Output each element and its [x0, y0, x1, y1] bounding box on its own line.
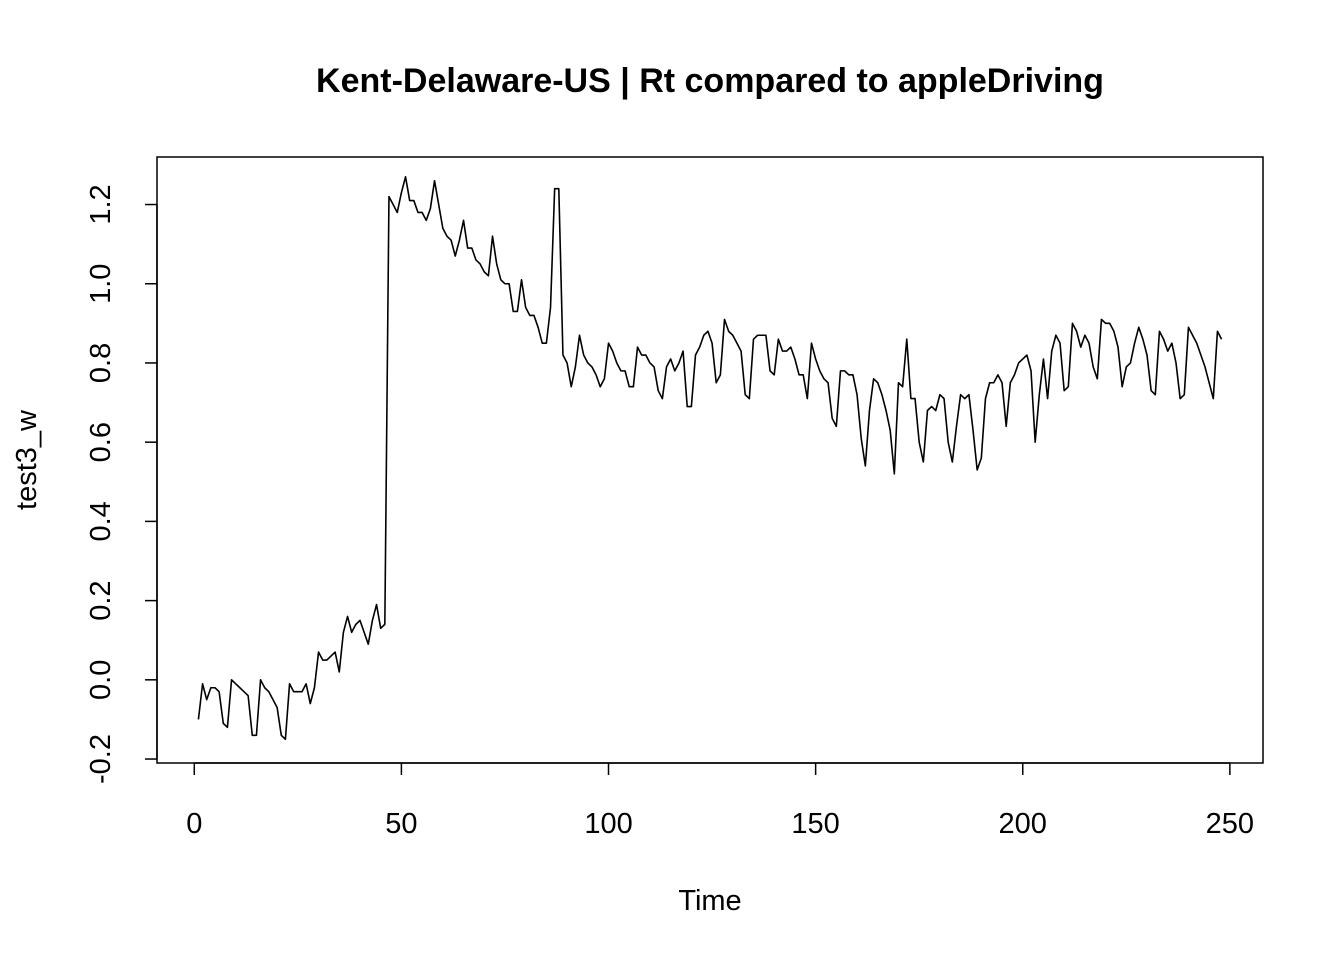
y-tick-label: 1.0 — [85, 264, 117, 304]
y-tick-label: 0.0 — [85, 660, 117, 700]
x-tick-label: 0 — [186, 808, 202, 840]
y-tick-label: -0.2 — [85, 734, 117, 784]
y-tick-label: 0.4 — [85, 501, 117, 541]
series-group — [197, 176, 1223, 741]
plot-frame — [156, 156, 1264, 764]
y-tick-label: 0.6 — [85, 422, 117, 462]
y-axis: -0.2 0.0 0.2 0.4 0.6 0.8 1.0 1.2 — [85, 184, 158, 784]
x-axis-label: Time — [678, 885, 741, 917]
chart-title: Kent-Delaware-US | Rt compared to appleD… — [316, 62, 1104, 100]
x-tick-label: 250 — [1206, 808, 1254, 840]
x-tick-label: 50 — [385, 808, 417, 840]
y-tick-label: 0.2 — [85, 580, 117, 620]
x-tick-label: 100 — [584, 808, 632, 840]
series-line — [197, 176, 1223, 741]
y-tick-label: 0.8 — [85, 343, 117, 383]
x-tick-label: 200 — [999, 808, 1047, 840]
y-tick-label: 1.2 — [85, 184, 117, 224]
x-axis: 0 50 100 150 200 250 — [186, 762, 1254, 840]
x-tick-label: 150 — [791, 808, 839, 840]
y-axis-label: test3_w — [11, 409, 43, 510]
